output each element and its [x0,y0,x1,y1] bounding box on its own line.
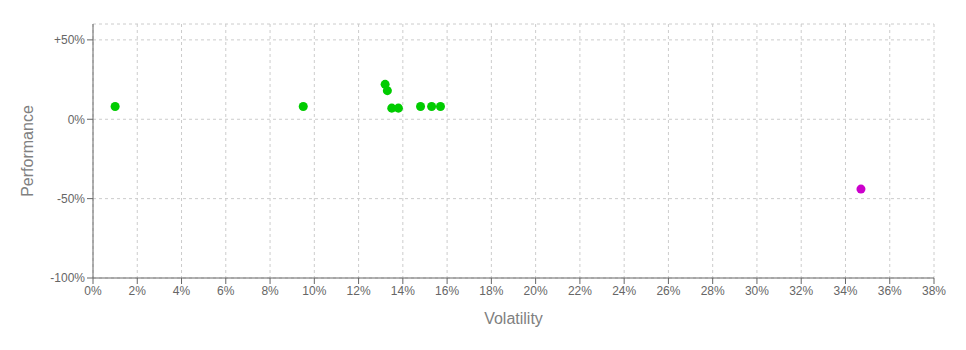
svg-text:32%: 32% [789,284,813,298]
svg-text:Volatility: Volatility [484,310,543,327]
svg-text:6%: 6% [217,284,235,298]
svg-text:16%: 16% [435,284,459,298]
svg-text:28%: 28% [701,284,725,298]
svg-text:8%: 8% [261,284,279,298]
svg-text:26%: 26% [656,284,680,298]
svg-text:18%: 18% [479,284,503,298]
svg-text:24%: 24% [612,284,636,298]
svg-text:10%: 10% [302,284,326,298]
svg-text:+50%: +50% [54,33,85,47]
svg-text:36%: 36% [878,284,902,298]
svg-text:4%: 4% [173,284,191,298]
svg-text:-100%: -100% [50,271,85,285]
svg-text:0%: 0% [68,113,86,127]
svg-text:34%: 34% [833,284,857,298]
svg-text:0%: 0% [84,284,102,298]
svg-text:38%: 38% [922,284,946,298]
svg-text:12%: 12% [347,284,371,298]
svg-text:Performance: Performance [19,105,36,197]
svg-text:30%: 30% [745,284,769,298]
svg-text:20%: 20% [524,284,548,298]
svg-text:2%: 2% [129,284,147,298]
svg-text:22%: 22% [568,284,592,298]
svg-text:14%: 14% [391,284,415,298]
svg-text:-50%: -50% [57,192,85,206]
